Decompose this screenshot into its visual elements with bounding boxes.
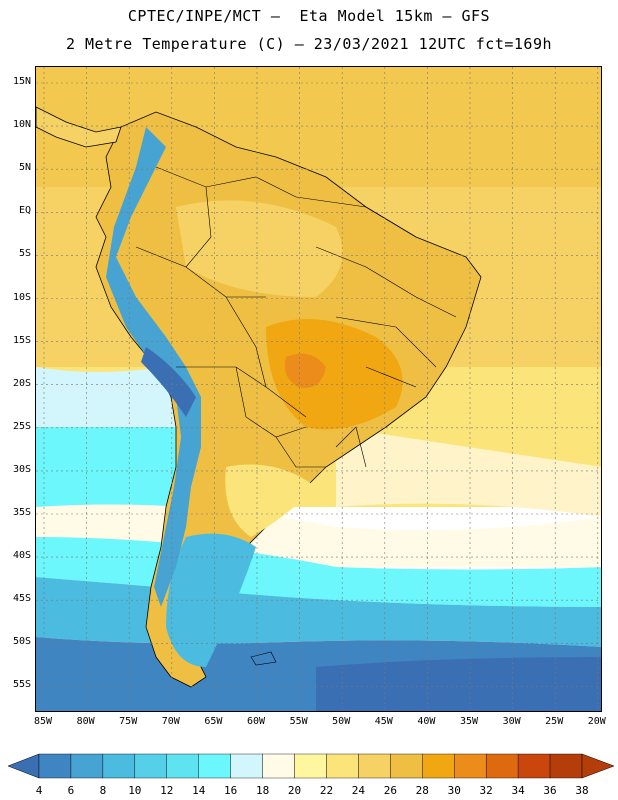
country-borders [135,166,457,468]
map-title-line1: CPTEC/INPE/MCT – Eta Model 15km – GFS [127,7,491,25]
latitude-label: 40S [12,550,31,562]
colorbar-label: 16 [224,784,238,797]
colorbar-swatch [198,753,231,779]
colorbar-label: 20 [287,784,302,797]
latitude-label: 50S [12,636,31,648]
falkland-islands [250,651,277,666]
colorbar-label: 30 [447,784,461,797]
latitude-label: 55S [12,679,31,691]
longitude-label: 45W [374,716,393,727]
colorbar-label: 18 [255,784,270,797]
longitude-label: 20W [587,716,606,727]
longitude-label: 75W [119,716,138,727]
colorbar-swatch [38,753,72,779]
latitude-label: 25S [12,420,31,432]
ocean-band-cyan-west [36,427,176,527]
longitude-label: 40W [417,716,436,727]
latitude-label: 20S [12,377,31,389]
longitude-label: 80W [76,716,95,727]
latitude-label: 45S [12,593,31,605]
latitude-label: 35S [12,507,31,518]
colorbar-label: 12 [160,784,174,797]
latitude-label: 30S [12,463,31,475]
longitude-label: 65W [204,716,223,727]
colorbar-label: 32 [479,784,493,797]
colorbar-swatch [390,753,423,779]
latitude-label: 5S [18,248,31,260]
longitude-label: 55W [289,716,308,727]
longitude-label: 60W [246,716,266,727]
andes-cold-strip [106,127,201,607]
map-title-line2: 2 Metre Temperature (C) – 23/03/2021 12U… [65,35,553,53]
colorbar-label: 38 [575,784,589,797]
colorbar-label: 22 [319,784,334,797]
colorbar-swatch [358,753,391,779]
colorbar-label: 14 [192,784,206,797]
argentina-mild-region [225,464,316,537]
latitude-label: 10N [12,119,31,131]
brazil-hottest-core [284,353,326,388]
colorbar-label: 4 [35,784,43,797]
andes-highlands [141,347,196,417]
longitude-label: 35W [459,716,479,727]
latitude-label: 15S [12,334,31,346]
colorbar-right-arrow-icon [581,753,615,779]
temperature-map [35,66,602,712]
colorbar-swatch [422,753,455,779]
amazon-warm-region [176,200,343,297]
colorbar-swatch [70,753,104,779]
colorbar-label: 6 [67,784,75,797]
longitude-label: 70W [161,716,180,727]
colorbar-label: 24 [351,784,366,797]
colorbar-label: 34 [511,784,525,797]
colorbar-swatch [230,753,263,779]
temperature-colorbar [7,753,615,779]
colorbar-swatch [134,753,167,779]
brazil-hot-region [266,319,403,430]
colorbar-swatch [549,753,583,779]
colorbar-label: 36 [543,784,557,797]
ocean-band-pale-east [336,427,601,517]
latitude-label: 5N [18,162,31,174]
colorbar-swatch [517,753,551,779]
colorbar-swatch [454,753,487,779]
longitude-label: 30W [502,716,521,727]
colorbar-label: 28 [415,784,429,797]
central-america-landmass [36,106,122,148]
latitude-label: EQ [18,205,31,217]
ocean-band-coldest [316,657,601,711]
colorbar-left-arrow-icon [7,753,40,779]
longitude-label: 25W [545,716,564,727]
colorbar-swatch [102,753,136,779]
colorbar-swatch [262,753,295,779]
longitude-label: 85W [33,716,53,727]
colorbar-label: 8 [99,784,107,797]
colorbar-swatch [485,753,519,779]
colorbar-swatch [166,753,199,779]
colorbar-label: 26 [383,784,397,797]
longitude-label: 50W [332,716,351,727]
colorbar-swatch [294,753,327,779]
latitude-label: 10S [12,291,31,303]
ocean-band-pale-west [36,367,176,432]
colorbar-label: 10 [128,784,142,797]
colorbar-swatch [326,753,359,779]
latitude-label: 15N [12,76,31,87]
